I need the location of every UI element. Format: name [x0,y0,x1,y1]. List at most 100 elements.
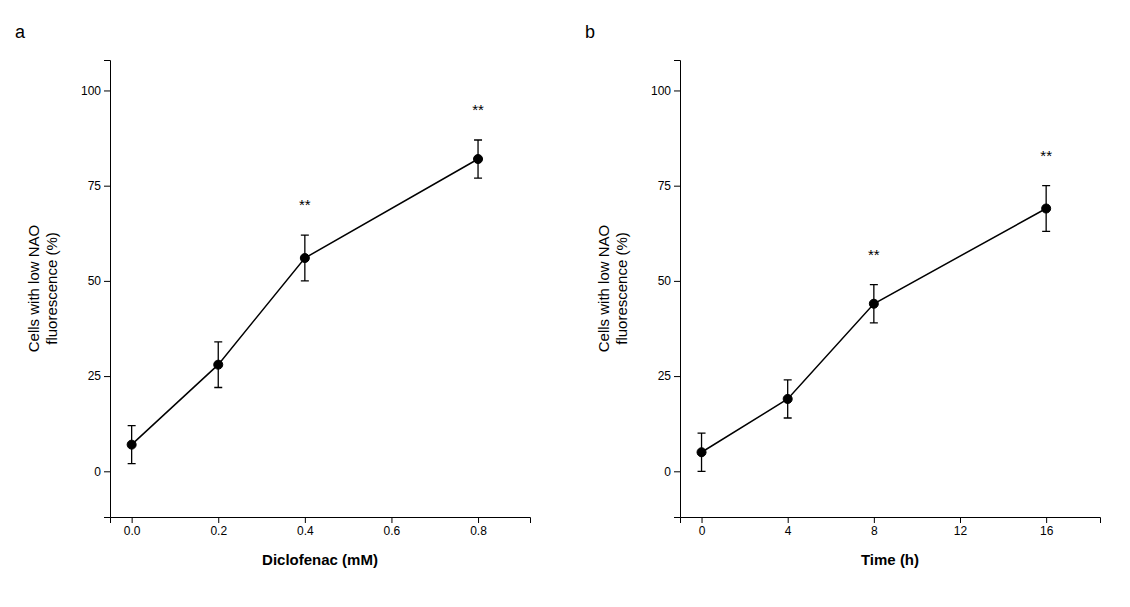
tick-label: 0.6 [384,524,401,538]
axis-line [111,518,531,524]
tick-label: 25 [88,369,102,383]
annotation: ** [472,101,484,118]
tick-label: 0.8 [470,524,487,538]
tick-label: 50 [88,274,102,288]
tick: 50 [658,274,680,288]
error-bar [698,433,706,471]
tick: 100 [81,84,110,98]
tick-mark [132,517,133,523]
tick-mark [104,471,110,472]
plot-area [127,140,482,464]
data-line [702,209,1047,453]
tick-mark [674,281,680,282]
tick-mark [674,471,680,472]
data-point [1042,204,1051,213]
tick: 25 [88,369,110,383]
tick: 25 [658,369,680,383]
data-point [214,360,223,369]
tick-mark [960,517,961,523]
tick: 16 [1040,517,1054,538]
tick-mark [874,517,875,523]
x-axis-title: Time (h) [861,551,919,568]
annotation: ** [1040,147,1052,164]
tick-label: 0.0 [124,524,141,538]
y-axis: 0 25 50 75 100 [81,61,111,518]
error-bar [301,235,309,281]
tick-label: 100 [81,84,101,98]
data-point [474,155,483,164]
tick: 0.8 [470,517,487,538]
tick-mark [391,517,392,523]
tick-label: 75 [88,179,102,193]
tick-label: 100 [651,84,671,98]
panel: 0.0 0.2 0.4 0.6 0.8 0 25 50 75 100 ** ** Diclofenac … [15,22,531,568]
tick-mark [788,517,789,523]
tick: 0.0 [124,517,141,538]
tick: 12 [954,517,968,538]
error-bar [214,342,222,388]
tick-mark [218,517,219,523]
tick-mark [104,281,110,282]
tick: 0 [699,517,706,538]
tick-mark [104,376,110,377]
tick-label: 50 [658,274,672,288]
tick-label: 4 [785,524,792,538]
plot-area [697,186,1051,472]
axis-line [674,61,681,518]
tick-mark [674,90,680,91]
tick-label: 0.2 [210,524,227,538]
tick: 4 [785,517,792,538]
error-bar [128,426,136,464]
data-point [697,448,706,457]
tick-label: 0 [664,465,671,479]
x-axis-title: Diclofenac (mM) [262,551,378,568]
error-bar [870,285,878,323]
panel-label: b [585,22,595,42]
axis-line [104,61,111,518]
data-point [300,254,309,263]
panel-label: a [15,22,26,42]
tick-label: 0 [94,465,101,479]
data-point [869,299,878,308]
tick-label: 75 [658,179,672,193]
tick-label: 25 [658,369,672,383]
x-axis: 0.0 0.2 0.4 0.6 0.8 [111,517,531,538]
annotation: ** [868,246,880,263]
y-axis: 0 25 50 75 100 [651,61,681,518]
panel: 0 4 8 12 16 0 25 50 75 100 ** ** Time (h) Cells with … [585,22,1101,568]
data-point [783,394,792,403]
tick-label: 8 [871,524,878,538]
tick-label: 0.4 [297,524,314,538]
tick-label: 12 [954,524,968,538]
tick-mark [674,186,680,187]
error-bar [474,140,482,178]
error-bar [784,380,792,418]
x-axis: 0 4 8 12 16 [681,517,1101,538]
error-bar [1042,186,1050,232]
tick: 0 [94,465,110,479]
tick: 8 [871,517,878,538]
y-axis-title: Cells with low NAOfluorescence (%) [25,225,60,353]
annotation: ** [299,196,311,213]
tick-mark [305,517,306,523]
tick: 100 [651,84,680,98]
tick: 0.4 [297,517,314,538]
tick-mark [674,376,680,377]
tick: 0.6 [384,517,401,538]
data-line [132,159,478,445]
axis-line [681,518,1101,524]
y-axis-title: Cells with low NAOfluorescence (%) [595,225,630,353]
tick: 50 [88,274,110,288]
tick-label: 16 [1040,524,1054,538]
tick-mark [104,186,110,187]
tick: 0.2 [210,517,227,538]
tick-mark [104,90,110,91]
chart-canvas: 0.0 0.2 0.4 0.6 0.8 0 25 50 75 100 ** ** Diclofenac … [0,0,1130,607]
tick-label: 0 [699,524,706,538]
data-point [127,440,136,449]
tick: 0 [664,465,680,479]
tick: 75 [88,179,110,193]
tick-mark [1046,517,1047,523]
tick: 75 [658,179,680,193]
tick-mark [702,517,703,523]
